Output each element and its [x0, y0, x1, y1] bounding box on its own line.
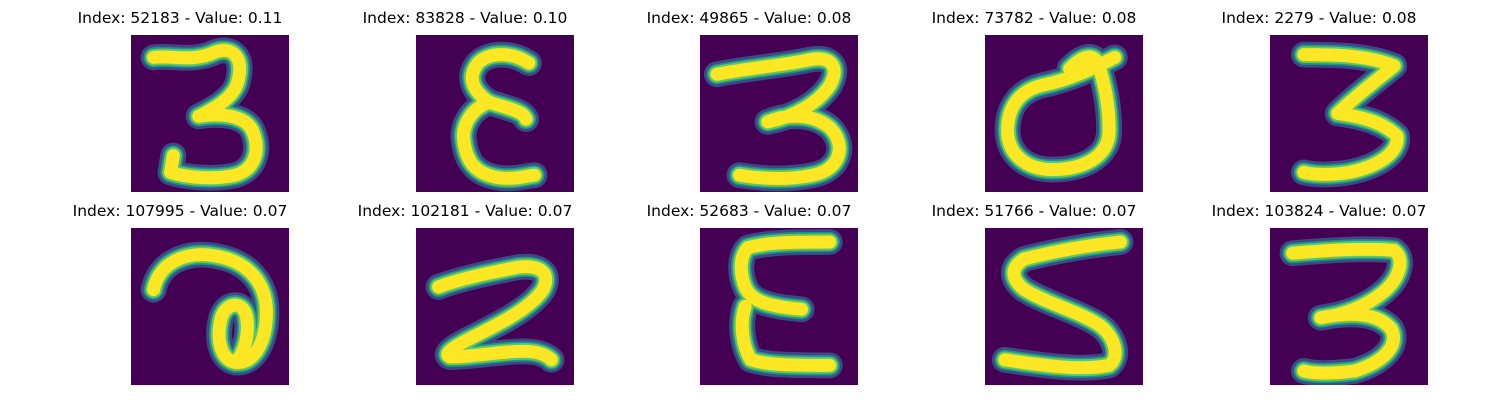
panel-title: Index: 49865 - Value: 0.08 [646, 9, 852, 27]
digit-image [700, 228, 858, 385]
image-panel-1: Index: 52183 - Value: 0.11 [30, 0, 330, 192]
digit-stroke [1001, 50, 1122, 177]
panel-title: Index: 102181 - Value: 0.07 [357, 202, 573, 220]
digit-image [416, 228, 574, 385]
digit-stroke [457, 48, 541, 185]
image-panel-3: Index: 49865 - Value: 0.08 [599, 0, 899, 192]
panel-title: Index: 103824 - Value: 0.07 [1211, 202, 1427, 220]
image-panel-8: Index: 52683 - Value: 0.07 [599, 193, 899, 385]
image-panel-5: Index: 2279 - Value: 0.08 [1169, 0, 1469, 192]
panel-title: Index: 107995 - Value: 0.07 [72, 202, 288, 220]
digit-stroke [1297, 48, 1404, 181]
image-panel-10: Index: 103824 - Value: 0.07 [1169, 193, 1469, 385]
image-panel-6: Index: 107995 - Value: 0.07 [30, 193, 330, 385]
digit-stroke [147, 44, 263, 185]
digit-stroke [734, 235, 837, 372]
digit-stroke [1286, 242, 1407, 380]
digit-image [131, 35, 289, 192]
panel-title: Index: 2279 - Value: 0.08 [1221, 9, 1417, 27]
panel-title: Index: 51766 - Value: 0.07 [931, 202, 1137, 220]
digit-stroke [432, 260, 558, 367]
panel-title: Index: 52683 - Value: 0.07 [646, 202, 852, 220]
digit-stroke [998, 235, 1127, 375]
digit-stroke [710, 52, 846, 185]
image-panel-9: Index: 51766 - Value: 0.07 [884, 193, 1184, 385]
digit-image [1270, 35, 1428, 192]
panel-title: Index: 52183 - Value: 0.11 [77, 9, 283, 27]
digit-image [1270, 228, 1428, 385]
digit-image [700, 35, 858, 192]
digit-image [131, 228, 289, 385]
image-panel-2: Index: 83828 - Value: 0.10 [315, 0, 615, 192]
digit-stroke [147, 248, 273, 370]
image-panel-4: Index: 73782 - Value: 0.08 [884, 0, 1184, 192]
digit-image [985, 35, 1143, 192]
image-panel-7: Index: 102181 - Value: 0.07 [315, 193, 615, 385]
panel-title: Index: 73782 - Value: 0.08 [931, 9, 1137, 27]
panel-title: Index: 83828 - Value: 0.10 [362, 9, 568, 27]
digit-image [985, 228, 1143, 385]
digit-image [416, 35, 574, 192]
